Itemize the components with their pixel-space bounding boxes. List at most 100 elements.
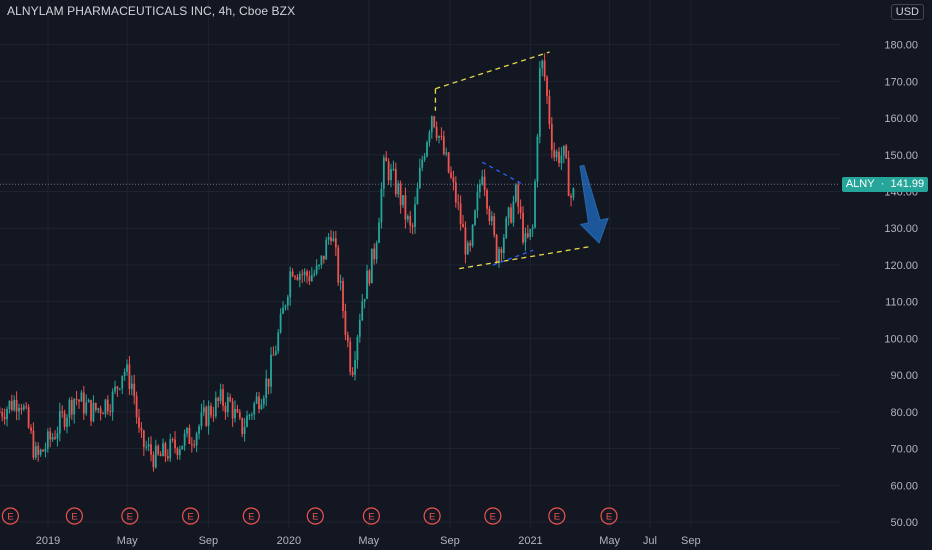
candle-body xyxy=(428,132,431,143)
candle-body xyxy=(474,210,476,225)
candle-body xyxy=(265,378,268,398)
candle-body xyxy=(3,416,6,420)
candle-body xyxy=(78,400,80,402)
candle-body xyxy=(202,407,205,413)
candle-body xyxy=(418,167,421,189)
candle-body xyxy=(346,334,349,342)
candle-body xyxy=(159,454,162,457)
candle-body xyxy=(505,218,508,238)
earnings-marker-label: E xyxy=(606,512,612,523)
candle-body xyxy=(255,396,258,404)
candle-body xyxy=(567,157,570,196)
y-tick-label: 170.00 xyxy=(884,76,918,88)
candle-body xyxy=(466,242,469,255)
candle-body xyxy=(130,383,133,389)
y-tick-label: 70.00 xyxy=(890,444,918,456)
candle-body xyxy=(560,155,563,164)
candle-body xyxy=(502,237,505,253)
candle-body xyxy=(423,156,426,160)
candle-body xyxy=(325,239,328,260)
candle-body xyxy=(63,412,66,427)
y-tick-label: 120.00 xyxy=(884,260,918,272)
candle-body xyxy=(303,271,306,275)
candle-body xyxy=(358,320,361,337)
candle-body xyxy=(226,397,229,413)
candle-body xyxy=(543,60,546,77)
candle-body xyxy=(66,417,68,427)
candle-body xyxy=(286,297,289,306)
candle-body xyxy=(27,407,30,428)
candle-body xyxy=(92,402,95,422)
candle-body xyxy=(214,397,217,417)
currency-button[interactable]: USD xyxy=(890,4,924,20)
candle-body xyxy=(373,248,376,260)
candle-body xyxy=(445,152,448,155)
earnings-marker-icon xyxy=(121,507,139,525)
candle-body xyxy=(190,443,193,445)
earnings-marker-label: E xyxy=(368,512,374,523)
x-axis: 2019 May Sep 2020 May Sep 2021 May Jul Sep xyxy=(36,535,701,547)
grid xyxy=(0,0,840,528)
candle-body xyxy=(363,298,366,302)
candle-body xyxy=(318,264,320,266)
x-tick-label: May xyxy=(117,535,138,547)
earnings-marker-icon xyxy=(242,507,260,525)
candle-body xyxy=(394,168,397,195)
candle-body xyxy=(548,96,551,125)
candle-body xyxy=(534,181,536,228)
candle-body xyxy=(349,341,352,372)
candle-body xyxy=(126,364,128,372)
candle-body xyxy=(337,247,340,283)
candle-body xyxy=(238,412,241,418)
candle-body xyxy=(1,412,4,417)
earnings-marker-label: E xyxy=(554,512,560,523)
candle-body xyxy=(512,201,515,223)
candle-body xyxy=(150,444,152,455)
candle-body xyxy=(507,207,510,219)
candle-body xyxy=(414,204,416,227)
candle-body xyxy=(399,183,402,206)
earnings-marker-icon xyxy=(484,507,502,525)
candle-body xyxy=(385,157,388,162)
earnings-marker-icon xyxy=(65,507,84,525)
candle-body xyxy=(308,276,311,282)
candle-body xyxy=(272,354,275,356)
candle-body xyxy=(361,301,364,321)
candle-body xyxy=(118,388,121,390)
candle-body xyxy=(49,431,52,440)
candle-body xyxy=(354,360,356,375)
candle-body xyxy=(438,136,440,138)
candle-body xyxy=(433,116,436,127)
candle-body xyxy=(87,399,90,403)
candle-body xyxy=(334,238,337,248)
candle-body xyxy=(483,176,486,191)
y-tick-label: 150.00 xyxy=(884,150,918,162)
earnings-marker-label: E xyxy=(312,512,318,523)
y-tick-label: 90.00 xyxy=(890,370,918,382)
candle-body xyxy=(176,448,179,456)
candle-body xyxy=(183,433,186,446)
candle-body xyxy=(490,216,493,221)
candle-body xyxy=(531,227,534,229)
candle-body xyxy=(306,271,308,277)
candle-body xyxy=(476,192,479,211)
candle-body xyxy=(44,448,47,452)
x-tick-label: 2019 xyxy=(36,535,60,547)
candle-body xyxy=(234,408,236,419)
earnings-marker-label: E xyxy=(429,512,435,523)
candle-body xyxy=(181,445,184,450)
candle-body xyxy=(135,396,138,418)
candle-body xyxy=(526,233,529,238)
candle-body xyxy=(111,391,114,413)
earnings-marker-icon xyxy=(548,507,566,525)
candle-body xyxy=(536,136,539,182)
candle-body xyxy=(282,307,284,314)
candle-body xyxy=(34,446,37,458)
candle-body xyxy=(387,161,390,181)
candle-body xyxy=(298,274,301,280)
candle-body xyxy=(207,405,210,426)
candle-body xyxy=(310,275,313,282)
earnings-marker-label: E xyxy=(127,512,133,523)
